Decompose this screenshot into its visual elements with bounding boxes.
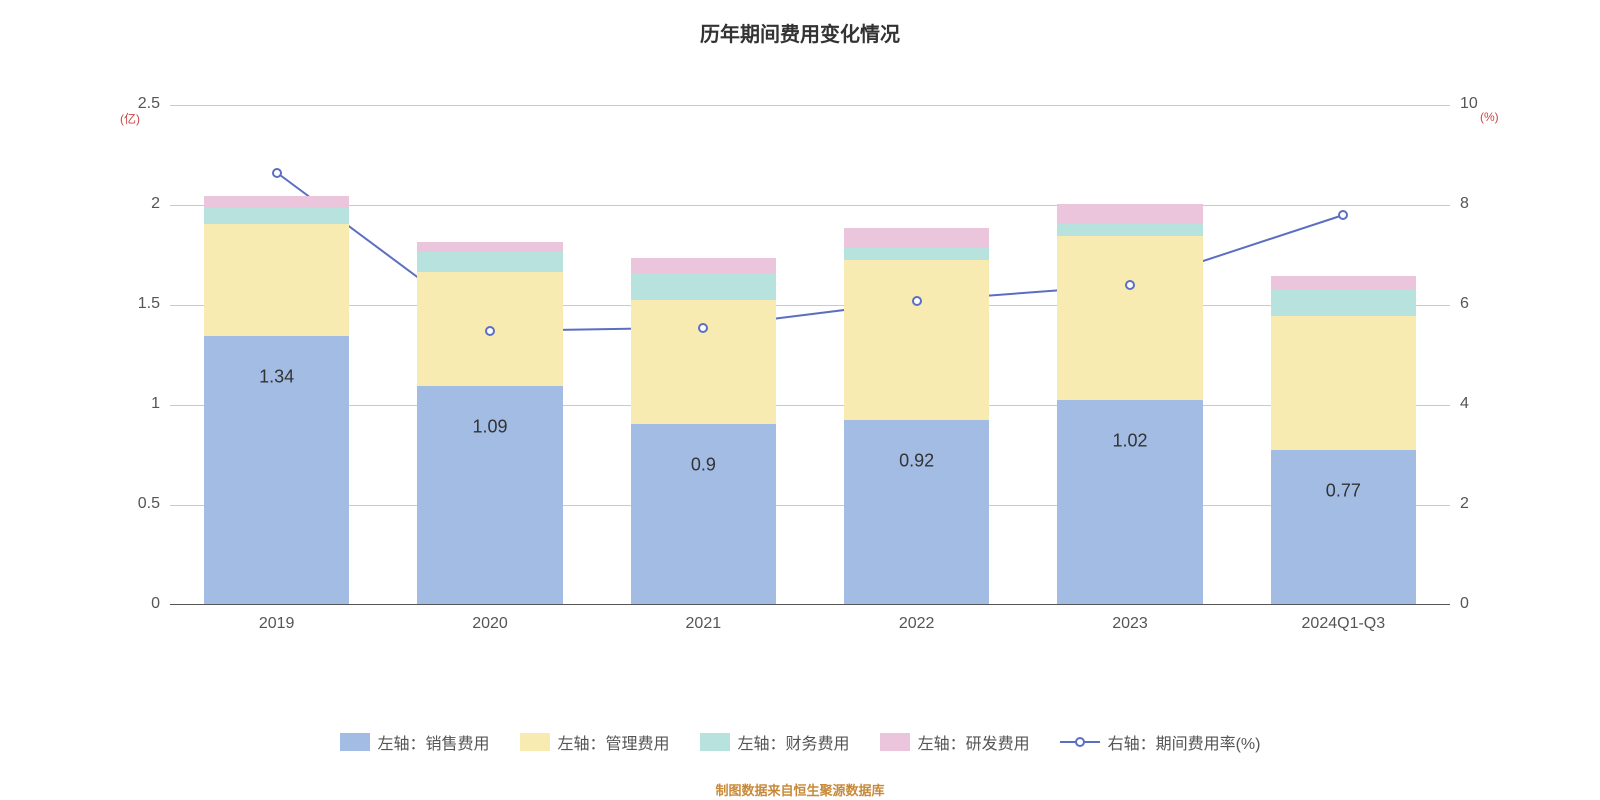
y-left-tick: 0: [120, 595, 160, 613]
x-tick: 2023: [1112, 615, 1148, 633]
bar-data-label: 0.77: [1326, 481, 1361, 502]
chart-area: (亿) (%) 00.511.522.5024681020191.3420201…: [0, 0, 1600, 800]
y-left-tick: 1: [120, 395, 160, 413]
bar-segment-finance: [1057, 224, 1202, 236]
bar-segment-finance: [631, 274, 776, 300]
x-tick: 2024Q1-Q3: [1302, 615, 1386, 633]
bar-data-label: 1.02: [1112, 431, 1147, 452]
y-right-tick: 10: [1460, 95, 1500, 113]
legend-line-icon: [1060, 741, 1100, 743]
legend-item: 左轴：财务费用: [700, 730, 850, 754]
legend-swatch: [880, 733, 910, 751]
bar-group: [417, 104, 562, 604]
y-left-tick: 1.5: [120, 295, 160, 313]
bar-data-label: 0.9: [691, 455, 716, 476]
legend-swatch: [700, 733, 730, 751]
plot-area: [170, 105, 1450, 605]
legend-swatch: [340, 733, 370, 751]
legend-item: 左轴：研发费用: [880, 730, 1030, 754]
legend-label: 左轴：管理费用: [558, 730, 670, 754]
bar-group: [204, 104, 349, 604]
bar-segment-rd: [204, 196, 349, 208]
y-right-tick: 2: [1460, 495, 1500, 513]
y-right-tick: 0: [1460, 595, 1500, 613]
bar-segment-finance: [1271, 290, 1416, 316]
bar-segment-rd: [1057, 204, 1202, 224]
bar-segment-rd: [844, 228, 989, 248]
bar-group: [1057, 104, 1202, 604]
y-right-tick: 4: [1460, 395, 1500, 413]
bar-group: [1271, 104, 1416, 604]
legend-label: 左轴：研发费用: [918, 730, 1030, 754]
x-tick: 2020: [472, 615, 508, 633]
bar-segment-sales: [1271, 450, 1416, 604]
line-marker: [272, 168, 282, 178]
bar-data-label: 0.92: [899, 451, 934, 472]
x-tick: 2022: [899, 615, 935, 633]
bar-segment-admin: [1271, 316, 1416, 450]
line-marker: [698, 323, 708, 333]
legend-label: 左轴：销售费用: [378, 730, 490, 754]
legend-label: 右轴：期间费用率(%): [1108, 730, 1261, 754]
bar-segment-rd: [631, 258, 776, 274]
bar-segment-sales: [631, 424, 776, 604]
line-marker: [1125, 280, 1135, 290]
bar-data-label: 1.09: [472, 417, 507, 438]
bar-segment-admin: [631, 300, 776, 424]
gridline: [170, 405, 1450, 406]
x-tick: 2019: [259, 615, 295, 633]
footer-note: 制图数据来自恒生聚源数据库: [0, 780, 1600, 799]
bar-data-label: 1.34: [259, 367, 294, 388]
legend-item: 右轴：期间费用率(%): [1060, 730, 1261, 754]
line-marker: [485, 326, 495, 336]
legend: 左轴：销售费用 左轴：管理费用 左轴：财务费用 左轴：研发费用 右轴：期间费用率(%): [0, 730, 1600, 754]
bar-segment-finance: [417, 252, 562, 272]
bar-segment-rd: [417, 242, 562, 252]
bar-segment-finance: [844, 248, 989, 260]
legend-swatch: [520, 733, 550, 751]
bar-segment-sales: [844, 420, 989, 604]
x-tick: 2021: [686, 615, 722, 633]
line-series-svg: [170, 105, 1450, 605]
bar-segment-finance: [204, 208, 349, 224]
y-left-tick: 2.5: [120, 95, 160, 113]
gridline: [170, 305, 1450, 306]
legend-label: 左轴：财务费用: [738, 730, 850, 754]
bar-group: [631, 104, 776, 604]
bar-segment-rd: [1271, 276, 1416, 290]
gridline: [170, 205, 1450, 206]
y-right-tick: 8: [1460, 195, 1500, 213]
line-marker: [912, 296, 922, 306]
line-marker: [1338, 210, 1348, 220]
y-right-tick: 6: [1460, 295, 1500, 313]
bar-segment-admin: [844, 260, 989, 420]
y-left-tick: 2: [120, 195, 160, 213]
bar-segment-admin: [1057, 236, 1202, 400]
y-left-tick: 0.5: [120, 495, 160, 513]
bar-segment-admin: [204, 224, 349, 336]
legend-item: 左轴：管理费用: [520, 730, 670, 754]
gridline: [170, 505, 1450, 506]
bar-group: [844, 104, 989, 604]
legend-item: 左轴：销售费用: [340, 730, 490, 754]
gridline: [170, 105, 1450, 106]
